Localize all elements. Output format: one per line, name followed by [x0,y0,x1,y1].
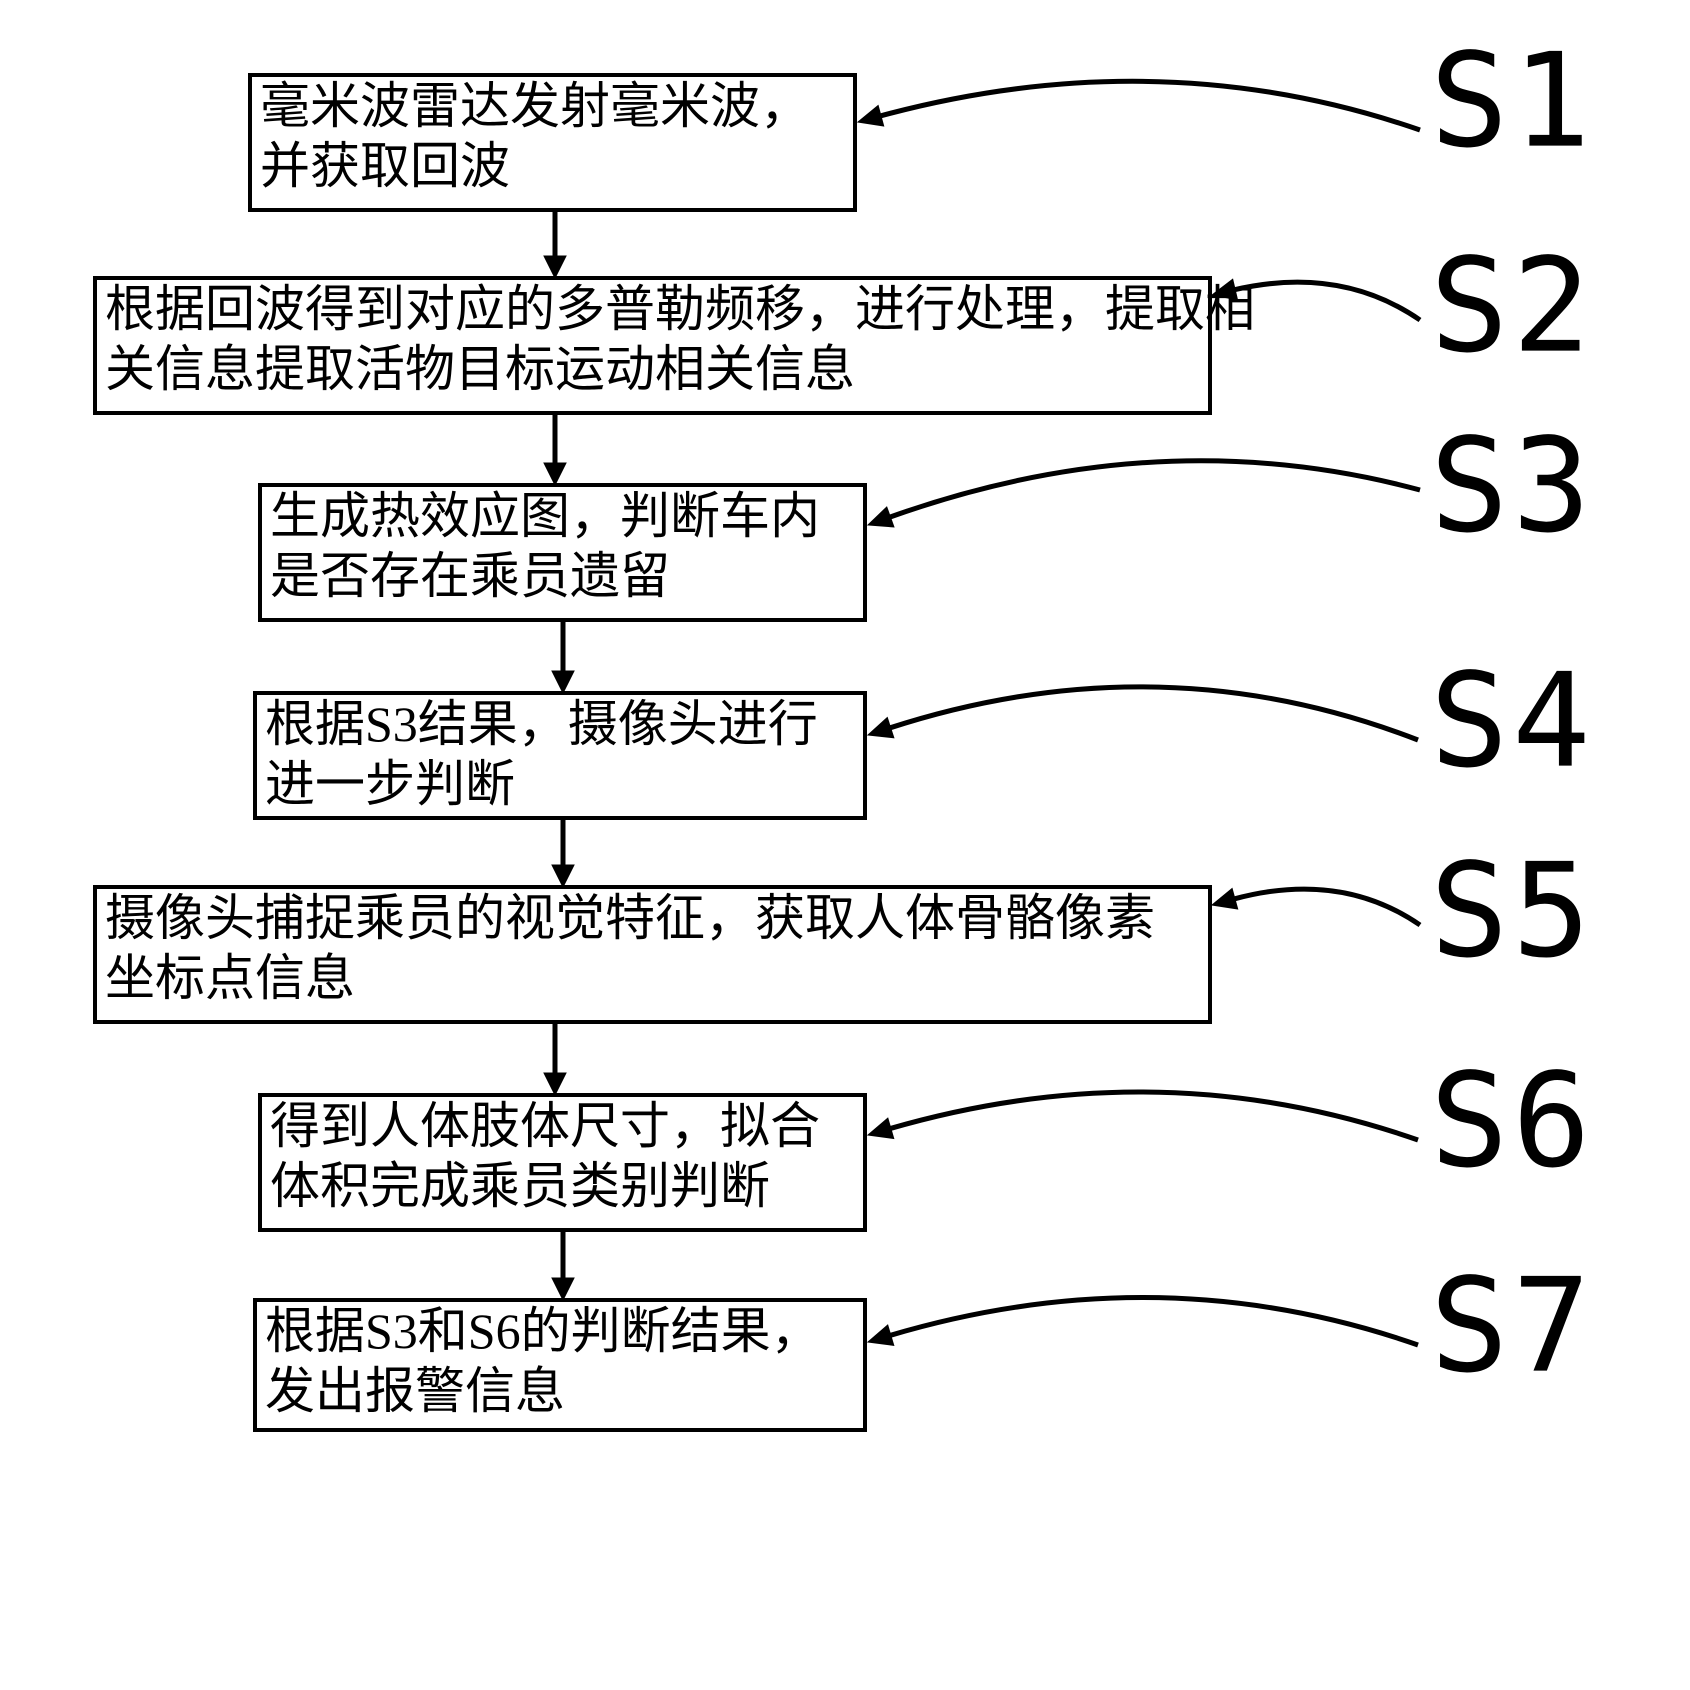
edge-s2-s3 [544,413,566,485]
edge-arrowhead [544,256,566,278]
label-arrow-s1 [858,81,1420,130]
edge-arrowhead [544,1073,566,1095]
step-label-s4: S4 [1430,645,1595,797]
step-label-s1: S1 [1430,25,1595,177]
node-text-s7: 根据S3和S6的判断结果，发出报警信息 [265,1303,821,1419]
label-arrow-curve [889,1092,1418,1140]
node-text-s5: 摄像头捕捉乘员的视觉特征，获取人体骨骼像素坐标点信息 [105,890,1155,1006]
label-arrow-s4 [868,687,1418,740]
label-arrowhead [868,1118,894,1138]
label-arrowhead [868,1325,894,1345]
label-arrow-curve [889,1298,1418,1345]
step-label-s7: S7 [1430,1250,1595,1402]
edge-s1-s2 [544,210,566,278]
step-label-s2: S2 [1430,230,1595,382]
edge-s5-s6 [544,1022,566,1095]
edge-s4-s5 [552,820,574,887]
node-text-s6: 得到人体肢体尺寸，拟合体积完成乘员类别判断 [270,1098,820,1214]
label-arrowhead [1212,889,1238,909]
label-arrow-curve [1233,889,1420,925]
label-arrow-s6 [868,1092,1418,1140]
flowchart-canvas: 毫米波雷达发射毫米波，并获取回波根据回波得到对应的多普勒频移，进行处理，提取相关… [0,0,1690,1690]
label-arrowhead [868,718,894,738]
flow-node-s6: 得到人体肢体尺寸，拟合体积完成乘员类别判断 [260,1095,865,1230]
flow-node-s3: 生成热效应图，判断车内是否存在乘员遗留 [260,485,865,620]
edge-arrowhead [552,1278,574,1300]
flow-node-s4: 根据S3结果，摄像头进行进一步判断 [255,693,865,818]
label-arrowhead [868,507,894,527]
edge-arrowhead [552,671,574,693]
node-text-s3: 生成热效应图，判断车内是否存在乘员遗留 [270,488,820,604]
label-arrow-curve [1233,282,1420,320]
flow-node-s1: 毫米波雷达发射毫米波，并获取回波 [250,75,855,210]
label-arrow-s5 [1212,889,1420,925]
step-label-s5: S5 [1430,835,1595,987]
flow-node-s2: 根据回波得到对应的多普勒频移，进行处理，提取相关信息提取活物目标运动相关信息 [95,278,1255,413]
node-text-s2: 根据回波得到对应的多普勒频移，进行处理，提取相关信息提取活物目标运动相关信息 [105,281,1255,397]
node-text-s4: 根据S3结果，摄像头进行进一步判断 [265,696,818,812]
label-arrow-curve [889,461,1420,518]
step-label-s3: S3 [1430,410,1595,562]
label-arrow-curve [889,687,1418,740]
label-arrow-s7 [868,1298,1418,1346]
label-arrow-curve [879,81,1420,130]
flow-node-s7: 根据S3和S6的判断结果，发出报警信息 [255,1300,865,1430]
edge-s6-s7 [552,1230,574,1300]
edge-arrowhead [544,463,566,485]
edge-arrowhead [552,865,574,887]
node-text-s1: 毫米波雷达发射毫米波，并获取回波 [260,78,810,194]
step-label-s6: S6 [1430,1045,1595,1197]
label-arrow-s3 [868,461,1420,527]
label-arrowhead [858,106,884,126]
edge-s3-s4 [552,620,574,693]
flow-node-s5: 摄像头捕捉乘员的视觉特征，获取人体骨骼像素坐标点信息 [95,887,1210,1022]
